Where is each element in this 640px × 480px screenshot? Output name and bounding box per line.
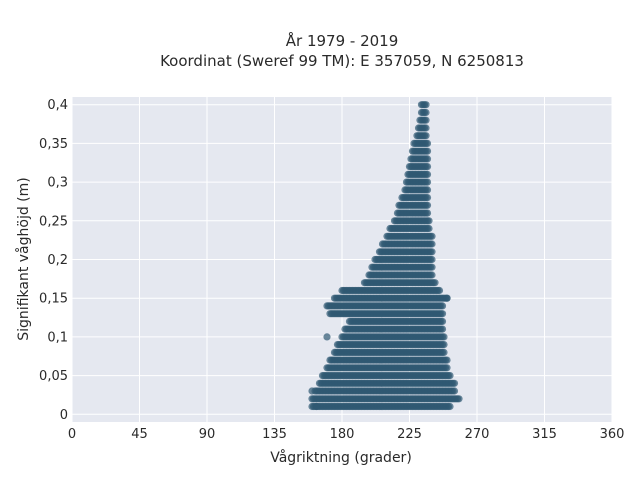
- scatter-point: [422, 132, 430, 140]
- y-tick-label: 0,15: [39, 292, 68, 307]
- x-tick-label: 0: [68, 427, 76, 442]
- scatter-point: [423, 163, 432, 171]
- chart-title-line-1: År 1979 - 2019: [286, 31, 399, 50]
- scatter-point: [438, 302, 447, 310]
- scatter-point: [423, 178, 432, 186]
- scatter-point: [423, 201, 432, 209]
- x-tick-label: 315: [532, 427, 557, 442]
- scatter-point: [423, 186, 432, 194]
- x-axis-title: Vågriktning (grader): [270, 449, 412, 466]
- scatter-point: [428, 232, 436, 240]
- scatter-point: [422, 124, 430, 132]
- scatter-point: [438, 325, 447, 333]
- scatter-point: [438, 310, 447, 318]
- scatter-point: [428, 263, 436, 271]
- y-tick-label: 0: [60, 408, 68, 423]
- x-tick-label: 135: [262, 427, 287, 442]
- y-tick-label: 0,4: [47, 98, 68, 113]
- scatter-point: [312, 402, 321, 411]
- chart-title-line-2: Koordinat (Sweref 99 TM): E 357059, N 62…: [160, 52, 524, 70]
- y-tick-label: 0,2: [47, 253, 68, 268]
- x-tick-label: 360: [600, 427, 625, 442]
- x-tick-label: 90: [199, 427, 216, 442]
- scatter-point: [428, 271, 436, 279]
- scatter-point: [423, 139, 432, 147]
- scatter-point: [431, 279, 439, 287]
- scatter-point: [428, 248, 436, 256]
- scatter-point: [446, 402, 454, 411]
- scatter-point: [422, 116, 430, 124]
- scatter-point: [455, 395, 463, 403]
- scatter-point: [428, 240, 436, 248]
- scatter-point: [422, 108, 430, 117]
- x-tick-label: 45: [131, 427, 148, 442]
- scatter-point: [425, 224, 433, 233]
- scatter-point: [443, 356, 451, 364]
- x-tick-label: 180: [330, 427, 355, 442]
- scatter-point: [440, 341, 448, 349]
- scatter-point: [443, 364, 451, 372]
- scatter-point: [308, 387, 316, 395]
- scatter-point: [435, 286, 444, 295]
- scatter-point: [423, 170, 432, 178]
- scatter-point: [446, 372, 454, 380]
- scatter-point: [438, 317, 447, 325]
- y-tick-label: 0,05: [39, 369, 68, 384]
- scatter-point: [425, 217, 433, 225]
- scatter-point: [440, 348, 448, 356]
- y-tick-label: 0,3: [47, 176, 68, 191]
- x-tick-label: 270: [465, 427, 490, 442]
- x-tick-labels: 0 45 90 135 180 225 270 315 360: [68, 427, 625, 442]
- y-tick-label: 0,1: [47, 330, 68, 345]
- scatter-point: [450, 387, 459, 395]
- scatter-point: [423, 147, 432, 155]
- y-axis-title: Signifikant våghöjd (m): [15, 177, 32, 340]
- scatter-point: [450, 379, 459, 387]
- y-tick-labels: 0 0,05 0,1 0,15 0,2 0,25 0,3 0,35 0,4: [39, 98, 68, 423]
- scatter-point: [422, 101, 430, 109]
- scatter-point: [428, 255, 436, 264]
- y-tick-label: 0,25: [39, 214, 68, 229]
- x-tick-label: 225: [397, 427, 422, 442]
- y-tick-label: 0,35: [39, 137, 68, 152]
- scatter-point: [423, 209, 432, 217]
- scatter-point: [440, 333, 448, 341]
- scatter-points: [308, 101, 463, 411]
- scatter-point: [443, 294, 451, 302]
- scatter-point: [323, 333, 331, 341]
- scatter-point: [423, 155, 432, 163]
- scatter-point: [423, 194, 432, 202]
